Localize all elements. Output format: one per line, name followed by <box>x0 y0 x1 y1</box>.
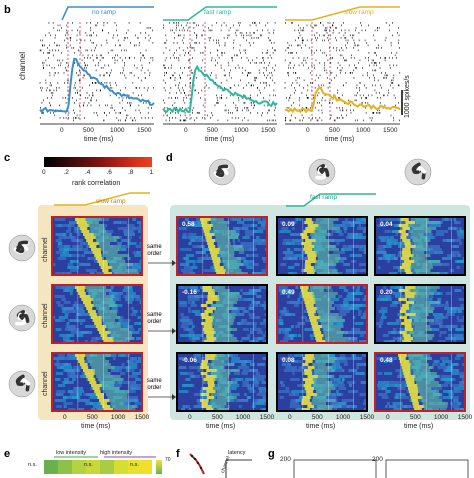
rank-correlation-value: -0.06 <box>182 357 197 364</box>
panel-e-ns-3: n.s. <box>130 462 139 468</box>
panel-b-tick-1-2: 1000 <box>234 127 248 134</box>
ramp-label-fast-ramp: fast ramp <box>204 9 231 16</box>
panel-b-channel-label: channel <box>18 52 27 80</box>
panel-b-xlabel-1: time (ms) <box>84 136 113 143</box>
panel-b-tick-2-0: 0 <box>306 127 310 134</box>
stimulus-icon-left-3 <box>8 370 36 398</box>
panel-d-heatmap-3-3: 0.48 <box>374 352 466 412</box>
rank-correlation-value: 0.09 <box>282 221 295 228</box>
panel-c-colorbar <box>44 157 152 167</box>
colorbar-tick-1: .2 <box>64 169 69 176</box>
panel-b-tick-0-3: 1500 <box>137 127 151 134</box>
colorbar-tick-3: .6 <box>107 169 112 176</box>
panel-d-heatmap-2-1: -0.16 <box>176 284 268 344</box>
panel-c-heatmap-2 <box>51 284 143 344</box>
panel-b-xlabel-3: time (ms) <box>325 136 354 143</box>
panel-label-e: e <box>4 448 10 460</box>
heatmap-tick-1-1: 500 <box>212 414 223 421</box>
colorbar-tick-2: .4 <box>85 169 90 176</box>
firing-rate-curve-0 <box>40 59 154 112</box>
panel-e-ns-1: n.s. <box>28 462 37 468</box>
panel-g-tick-1: 200 <box>280 456 291 463</box>
heatmap-tick-0-3: 1500 <box>135 414 149 421</box>
panel-e-ns-2: n.s. <box>84 462 93 468</box>
panel-b-tick-2-3: 1500 <box>383 127 397 134</box>
panel-b-xlabel-2: time (ms) <box>205 136 234 143</box>
colorbar-tick-4: .8 <box>128 169 133 176</box>
panel-d-heatmap-3-2: 0.08 <box>276 352 368 412</box>
heatmap-tick-2-0: 0 <box>288 414 292 421</box>
colorbar-tick-0: 0 <box>42 169 46 176</box>
heatmap-tick-1-3: 1500 <box>260 414 274 421</box>
panel-e-colorbar-top: 70 <box>165 457 171 463</box>
panel-d-heatmap-1-1: 0.58 <box>176 216 268 276</box>
ramp-label-no-ramp: no ramp <box>92 9 116 16</box>
rank-correlation-value: 0.58 <box>182 221 195 228</box>
panel-d-heatmap-2-2: 0.49 <box>276 284 368 344</box>
same-order-arrows <box>146 240 176 440</box>
panel-label-f: f <box>176 448 180 460</box>
heatmap-tick-2-3: 1500 <box>360 414 374 421</box>
heatmap-xlabel-2: time (ms) <box>306 423 335 430</box>
panel-d-heatmap-3-1: -0.06 <box>176 352 268 412</box>
panel-b-tick-1-0: 0 <box>184 127 188 134</box>
ramp-label-slow-ramp: slow ramp <box>344 9 374 16</box>
stimulus-icon-left-2 <box>8 304 36 332</box>
rank-correlation-value: 0.20 <box>380 289 393 296</box>
panel-b-tick-0-1: 500 <box>83 127 94 134</box>
panel-d-heatmap-2-3: 0.20 <box>374 284 466 344</box>
panel-b-tick-1-1: 500 <box>207 127 218 134</box>
panel-b-tick-0-2: 1000 <box>110 127 124 134</box>
panel-d-heatmap-1-3: 0.04 <box>374 216 466 276</box>
panel-b-tick-1-3: 1500 <box>261 127 275 134</box>
panel-b-rasters <box>0 0 474 145</box>
panel-c-colorbar-label: rank correlation <box>72 180 120 187</box>
panel-b-tick-0-0: 0 <box>60 127 64 134</box>
heatmap-tick-0-2: 1000 <box>111 414 125 421</box>
colorbar-tick-5: 1 <box>150 169 154 176</box>
heatmap-tick-1-2: 1000 <box>236 414 250 421</box>
heatmap-xlabel-1: time (ms) <box>206 423 235 430</box>
panel-e-colorbar <box>156 460 162 474</box>
heatmap-xlabel-0: time (ms) <box>81 423 110 430</box>
stimulus-icon-top-3 <box>404 158 432 186</box>
panel-f-latency-label: latency <box>228 450 245 456</box>
rank-correlation-value: 0.49 <box>282 289 295 296</box>
panel-e-bars <box>26 456 166 476</box>
heatmap-xlabel-3: time (ms) <box>404 423 433 430</box>
rank-correlation-value: 0.08 <box>282 357 295 364</box>
panel-d-ramp-label: fast ramp <box>310 194 337 201</box>
heatmap-tick-3-3: 1500 <box>458 414 472 421</box>
panel-b-scale-bar-label: 1000 spikes/s <box>404 75 411 118</box>
panel-c-ramp-label: slow ramp <box>96 198 126 205</box>
heatmap-tick-3-2: 1000 <box>434 414 448 421</box>
panel-c-heatmap-1 <box>51 216 143 276</box>
heatmap-tick-3-1: 500 <box>410 414 421 421</box>
heatmap-tick-2-1: 500 <box>312 414 323 421</box>
panel-g-tick-2: 200 <box>372 456 383 463</box>
rank-correlation-value: 0.04 <box>380 221 393 228</box>
panel-c-row-label-1: channel <box>42 237 49 262</box>
heatmap-tick-0-0: 0 <box>63 414 67 421</box>
rank-correlation-value: -0.16 <box>182 289 197 296</box>
panel-b-tick-2-2: 1000 <box>356 127 370 134</box>
heatmap-tick-1-0: 0 <box>188 414 192 421</box>
panel-c-heatmap-3 <box>51 352 143 412</box>
rank-correlation-value: 0.48 <box>380 357 393 364</box>
panel-label-d: d <box>166 152 173 164</box>
stimulus-icon-top-2 <box>308 158 336 186</box>
heatmap-tick-0-1: 500 <box>87 414 98 421</box>
stimulus-icon-top-1 <box>208 158 236 186</box>
panel-b-tick-2-1: 500 <box>329 127 340 134</box>
heatmap-tick-3-0: 0 <box>386 414 390 421</box>
panel-c-row-label-2: channel <box>42 303 49 328</box>
stimulus-icon-left-1 <box>8 234 36 262</box>
panel-label-c: c <box>4 152 10 164</box>
panel-c-row-label-3: channel <box>42 371 49 396</box>
ramp-trace-2 <box>285 7 400 20</box>
panel-d-heatmap-1-2: 0.09 <box>276 216 368 276</box>
heatmap-tick-2-2: 1000 <box>336 414 350 421</box>
